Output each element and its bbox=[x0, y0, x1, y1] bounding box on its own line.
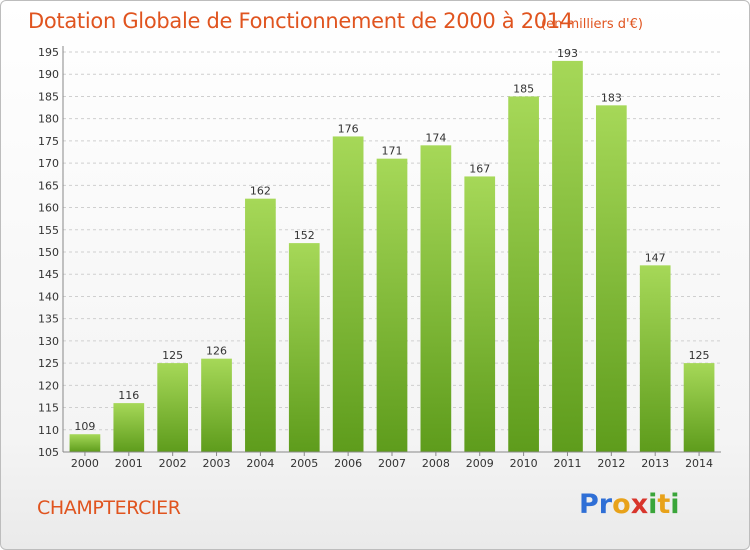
data-label: 125 bbox=[689, 349, 710, 362]
y-tick-label: 110 bbox=[38, 424, 59, 437]
x-tick-label: 2008 bbox=[422, 457, 450, 470]
data-label: 109 bbox=[74, 420, 95, 433]
data-label: 147 bbox=[645, 251, 666, 264]
bar bbox=[288, 243, 320, 452]
x-tick-label: 2014 bbox=[685, 457, 713, 470]
bar-layer bbox=[69, 60, 715, 453]
chart-title: Dotation Globale de Fonctionnement de 20… bbox=[28, 9, 573, 33]
x-tick-label: 2005 bbox=[290, 457, 318, 470]
y-tick-label: 105 bbox=[38, 446, 59, 459]
data-label: 183 bbox=[601, 91, 622, 104]
logo-letter: t bbox=[657, 489, 671, 520]
y-tick-label: 130 bbox=[38, 335, 59, 348]
bar bbox=[508, 96, 539, 452]
x-tick-label: 2012 bbox=[597, 457, 625, 470]
y-tick-label: 120 bbox=[38, 379, 59, 392]
bar bbox=[245, 198, 276, 452]
y-tick-label: 155 bbox=[38, 224, 59, 237]
logo-letter: o bbox=[612, 489, 631, 520]
x-tick-label: 2011 bbox=[553, 457, 581, 470]
bar bbox=[157, 363, 189, 452]
y-tick-label: 175 bbox=[38, 135, 59, 148]
bar bbox=[595, 105, 627, 452]
y-tick-label: 190 bbox=[38, 68, 59, 81]
data-label: 176 bbox=[338, 122, 359, 135]
x-tick-label: 2010 bbox=[510, 457, 538, 470]
label-layer: 109 116 125 126 162 152 176 171 174 167 185 193 183 1… bbox=[74, 47, 709, 433]
bar bbox=[113, 403, 145, 452]
y-tick-label: 160 bbox=[38, 202, 59, 215]
x-tick-label: 2013 bbox=[641, 457, 669, 470]
bar bbox=[376, 158, 408, 452]
x-tick-label: 2007 bbox=[378, 457, 406, 470]
bar bbox=[420, 145, 452, 453]
y-tick-label: 180 bbox=[38, 113, 59, 126]
data-label: 126 bbox=[206, 345, 227, 358]
x-tick-label: 2004 bbox=[246, 457, 274, 470]
x-tick-label: 2002 bbox=[159, 457, 187, 470]
data-label: 193 bbox=[557, 47, 578, 60]
y-tick-label: 195 bbox=[38, 46, 59, 59]
x-tick-label: 2009 bbox=[466, 457, 494, 470]
y-tick-label: 115 bbox=[38, 402, 59, 415]
y-tick-label: 140 bbox=[38, 290, 59, 303]
y-tick-label: 165 bbox=[38, 179, 59, 192]
logo-letter: P bbox=[579, 489, 599, 520]
bar bbox=[332, 136, 364, 452]
data-label: 174 bbox=[425, 131, 446, 144]
x-tick-label: 2006 bbox=[334, 457, 362, 470]
unit-note: (en milliers d'€) bbox=[541, 17, 643, 32]
data-label: 162 bbox=[250, 185, 271, 198]
bar bbox=[201, 358, 232, 452]
y-tick-label: 135 bbox=[38, 313, 59, 326]
data-label: 171 bbox=[382, 145, 403, 158]
logo-letter: i bbox=[670, 489, 680, 520]
logo-letter: r bbox=[598, 489, 613, 520]
bar bbox=[464, 176, 496, 452]
logo-letter: i bbox=[648, 489, 658, 520]
y-tick-label: 150 bbox=[38, 246, 59, 259]
y-tick-label: 125 bbox=[38, 357, 59, 370]
data-label: 167 bbox=[469, 162, 490, 175]
x-tick-label: 2003 bbox=[203, 457, 231, 470]
x-tick-label: 2000 bbox=[71, 457, 99, 470]
axis-layer: 105 110 115 120 125 130 135 140 145 150 155 160 165 1… bbox=[38, 46, 721, 470]
y-tick-label: 145 bbox=[38, 268, 59, 281]
data-label: 185 bbox=[513, 82, 534, 95]
proxiti-logo[interactable]: Proxiti bbox=[579, 489, 680, 520]
commune-name: CHAMPTERCIER bbox=[37, 497, 181, 519]
x-tick-label: 2001 bbox=[115, 457, 143, 470]
bar bbox=[683, 363, 715, 452]
data-label: 152 bbox=[294, 229, 315, 242]
bar bbox=[69, 434, 101, 452]
data-label: 125 bbox=[162, 349, 183, 362]
data-label: 116 bbox=[118, 389, 139, 402]
y-tick-label: 170 bbox=[38, 157, 59, 170]
bar bbox=[552, 60, 583, 453]
logo-letter: x bbox=[630, 489, 649, 520]
bar bbox=[639, 265, 671, 452]
y-tick-label: 185 bbox=[38, 90, 59, 103]
